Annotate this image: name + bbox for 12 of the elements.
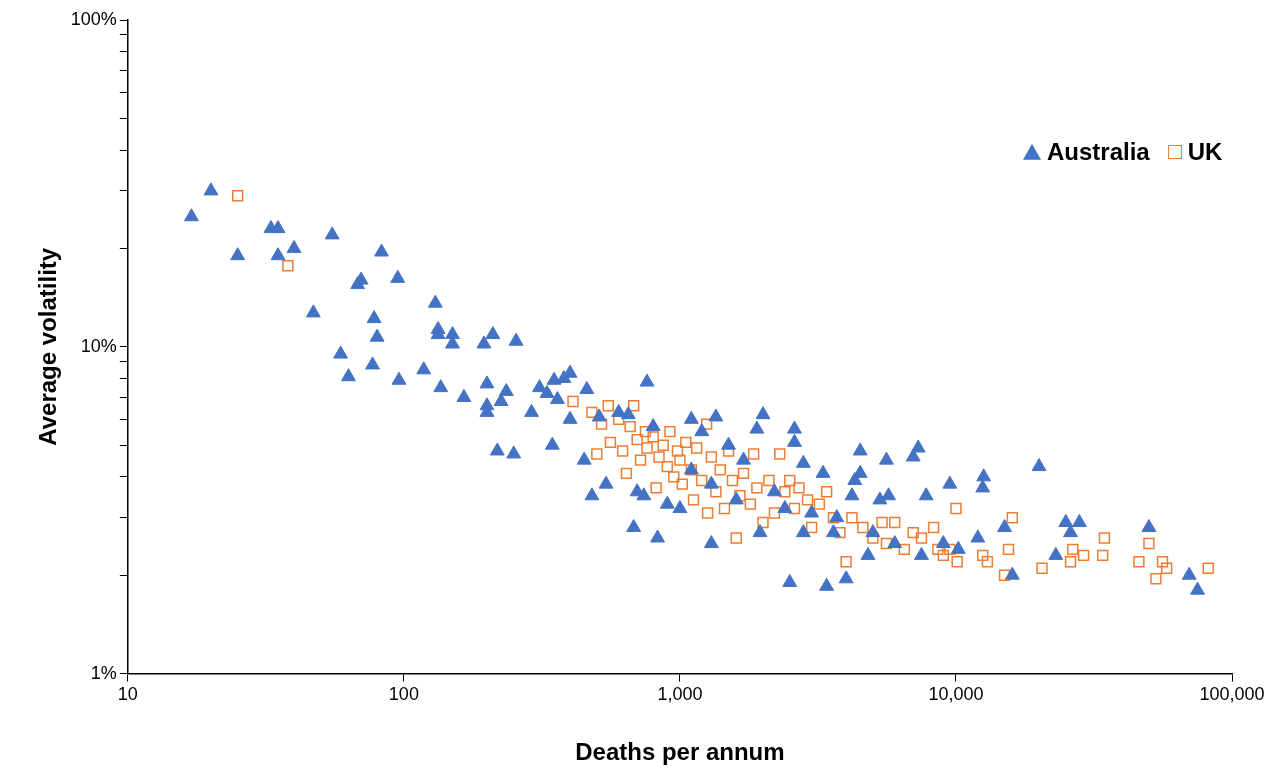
y-tick-label: 100% xyxy=(70,8,117,29)
x-tick-label: 1,000 xyxy=(657,684,703,705)
legend-label: UK xyxy=(1187,137,1223,166)
x-tick-label: 10,000 xyxy=(928,684,984,705)
y-tick-label: 1% xyxy=(90,662,117,683)
legend-label: Australia xyxy=(1047,137,1150,166)
x-tick-label: 100 xyxy=(388,684,419,705)
x-tick-label: 100,000 xyxy=(1199,684,1265,705)
y-axis-title: Average volatility xyxy=(34,247,62,446)
x-tick-label: 10 xyxy=(117,684,138,705)
y-tick-label: 10% xyxy=(80,335,117,356)
x-axis-title: Deaths per annum xyxy=(575,738,785,766)
